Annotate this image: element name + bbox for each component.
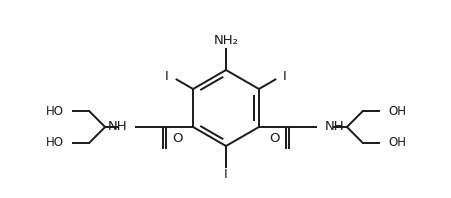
- Text: OH: OH: [387, 105, 405, 118]
- Text: NH: NH: [107, 121, 127, 133]
- Text: HO: HO: [46, 105, 64, 118]
- Text: I: I: [165, 69, 168, 83]
- Text: O: O: [172, 131, 182, 145]
- Text: O: O: [269, 131, 279, 145]
- Text: I: I: [224, 168, 227, 182]
- Text: NH₂: NH₂: [213, 34, 238, 48]
- Text: HO: HO: [46, 136, 64, 149]
- Text: OH: OH: [387, 136, 405, 149]
- Text: NH: NH: [324, 121, 344, 133]
- Text: I: I: [283, 69, 286, 83]
